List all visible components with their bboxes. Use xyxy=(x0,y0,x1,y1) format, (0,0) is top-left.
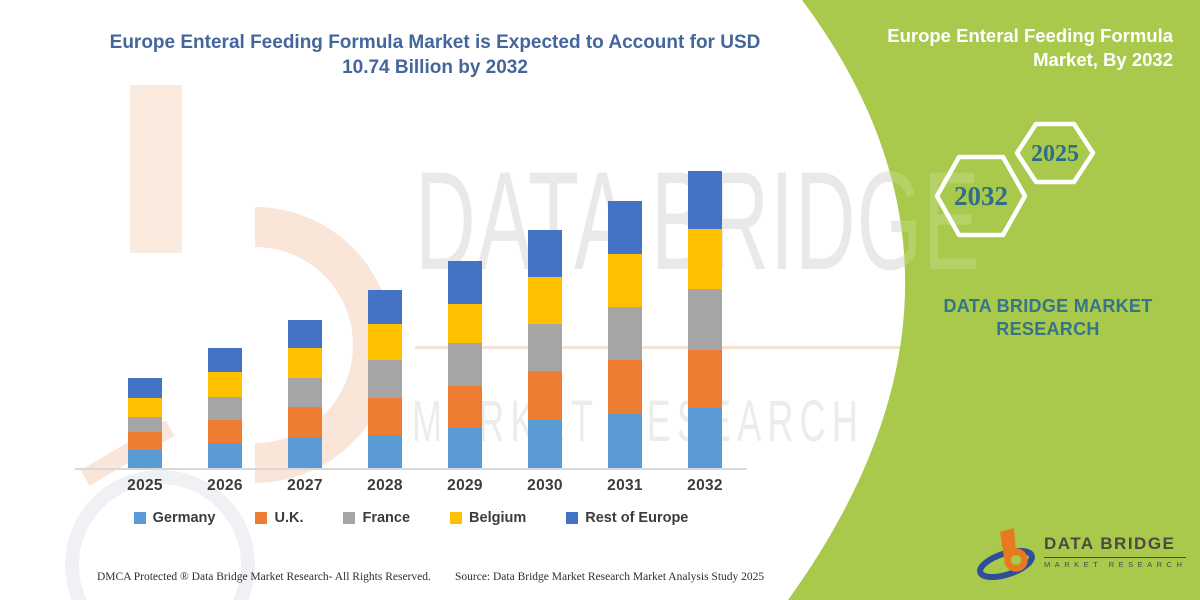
dbmr-logo: DATA BRIDGE MARKET RESEARCH xyxy=(976,526,1187,584)
bar-segment-france xyxy=(608,307,642,361)
side-panel-title: Europe Enteral Feeding Formula Market, B… xyxy=(887,25,1173,71)
legend-swatch xyxy=(133,512,146,524)
bar-segment-belgium xyxy=(448,303,482,344)
legend-label: Rest of Europe xyxy=(585,510,689,526)
bar-segment-france xyxy=(448,343,482,386)
stacked-bar-2031 xyxy=(608,200,642,468)
bar-segment-rest-of-europe xyxy=(368,289,402,324)
dbmr-logo-mark xyxy=(977,528,1035,581)
bar-segment-germany xyxy=(688,408,722,468)
stacked-bar-2027 xyxy=(288,320,322,468)
legend-item-belgium: Belgium xyxy=(450,510,526,526)
bar-segment-belgium xyxy=(208,372,242,398)
legend-label: Germany xyxy=(152,510,216,526)
x-axis-label: 2026 xyxy=(207,477,243,494)
bar-segment-rest-of-europe xyxy=(128,378,162,399)
bar-segment-u-k- xyxy=(288,407,322,437)
legend-item-u-k-: U.K. xyxy=(255,510,303,526)
bar-segment-rest-of-europe xyxy=(688,171,722,230)
bar-segment-france xyxy=(208,397,242,421)
bar-segment-belgium xyxy=(528,277,562,325)
stacked-bar-2030 xyxy=(528,230,562,468)
bar-segment-u-k- xyxy=(128,432,162,450)
bar-segment-rest-of-europe xyxy=(608,200,642,255)
bar-segment-germany xyxy=(368,434,402,468)
legend-swatch xyxy=(343,512,356,524)
bar-segment-u-k- xyxy=(448,385,482,428)
legend-item-germany: Germany xyxy=(133,510,216,526)
bar-segment-germany xyxy=(288,437,322,468)
x-axis-label: 2030 xyxy=(527,477,563,494)
legend-swatch xyxy=(566,512,579,524)
bar-segment-germany xyxy=(448,427,482,468)
legend-item-france: France xyxy=(343,510,410,526)
logo-text: DATA BRIDGE MARKET RESEARCH xyxy=(1044,534,1187,569)
legend-swatch xyxy=(255,512,268,524)
bar-segment-belgium xyxy=(608,254,642,308)
stacked-bar-2029 xyxy=(448,260,482,468)
hexagon-2032: 2032 xyxy=(934,154,1028,238)
bar-segment-germany xyxy=(128,450,162,468)
hexagon-2032-label: 2032 xyxy=(954,181,1008,211)
bar-segment-france xyxy=(288,378,322,408)
hexagon-2025-label: 2025 xyxy=(1031,141,1079,167)
bar-segment-belgium xyxy=(288,348,322,379)
x-axis-label: 2032 xyxy=(687,477,723,494)
bar-chart xyxy=(75,160,747,470)
stacked-bar-2026 xyxy=(208,348,242,468)
bar-segment-germany xyxy=(528,419,562,468)
hexagon-2025: 2025 xyxy=(1014,121,1096,185)
x-axis-labels: 2025 2026 2027 2028 2029 2030 2031 2032 xyxy=(75,477,747,499)
legend-swatch xyxy=(450,512,463,524)
legend-item-rest-of-europe: Rest of Europe xyxy=(566,510,688,526)
x-axis-label: 2031 xyxy=(607,477,643,494)
bar-segment-belgium xyxy=(128,398,162,418)
stacked-bar-2028 xyxy=(368,289,402,468)
bar-segment-belgium xyxy=(688,229,722,289)
brand-name: DATA BRIDGE MARKET RESEARCH xyxy=(943,296,1153,340)
forecast-hexagons: 2032 2025 xyxy=(934,121,1096,238)
logo-subtext: MARKET RESEARCH xyxy=(1044,560,1187,569)
bar-segment-rest-of-europe xyxy=(288,320,322,349)
bar-segment-france xyxy=(528,324,562,372)
bar-segment-belgium xyxy=(368,323,402,360)
bar-segment-u-k- xyxy=(368,397,402,435)
bar-segment-france xyxy=(128,417,162,432)
bar-segment-rest-of-europe xyxy=(448,260,482,304)
bar-segment-u-k- xyxy=(608,360,642,415)
bar-segment-rest-of-europe xyxy=(528,230,562,278)
x-axis-label: 2027 xyxy=(287,477,323,494)
chart-legend: Germany U.K. France Belgium Rest of Europe xyxy=(75,510,747,526)
bar-segment-germany xyxy=(608,414,642,468)
bar-segment-france xyxy=(368,359,402,398)
x-axis-label: 2025 xyxy=(127,477,163,494)
x-axis-label: 2028 xyxy=(367,477,403,494)
stacked-bar-2025 xyxy=(128,378,162,468)
bar-segment-rest-of-europe xyxy=(208,348,242,373)
x-axis-label: 2029 xyxy=(447,477,483,494)
stacked-bar-2032 xyxy=(688,171,722,468)
bar-segment-france xyxy=(688,288,722,350)
legend-label: U.K. xyxy=(274,510,304,526)
source-note: Source: Data Bridge Market Research Mark… xyxy=(455,571,765,583)
bar-segment-u-k- xyxy=(688,349,722,408)
bar-segment-u-k- xyxy=(528,371,562,420)
logo-wordmark: DATA BRIDGE xyxy=(1044,534,1187,558)
chart-title: Europe Enteral Feeding Formula Market is… xyxy=(109,32,761,79)
dmca-notice: DMCA Protected ® Data Bridge Market Rese… xyxy=(97,571,431,583)
bar-segment-u-k- xyxy=(208,420,242,444)
bar-segment-germany xyxy=(208,443,242,468)
legend-label: Belgium xyxy=(469,510,527,526)
legend-label: France xyxy=(362,510,411,526)
